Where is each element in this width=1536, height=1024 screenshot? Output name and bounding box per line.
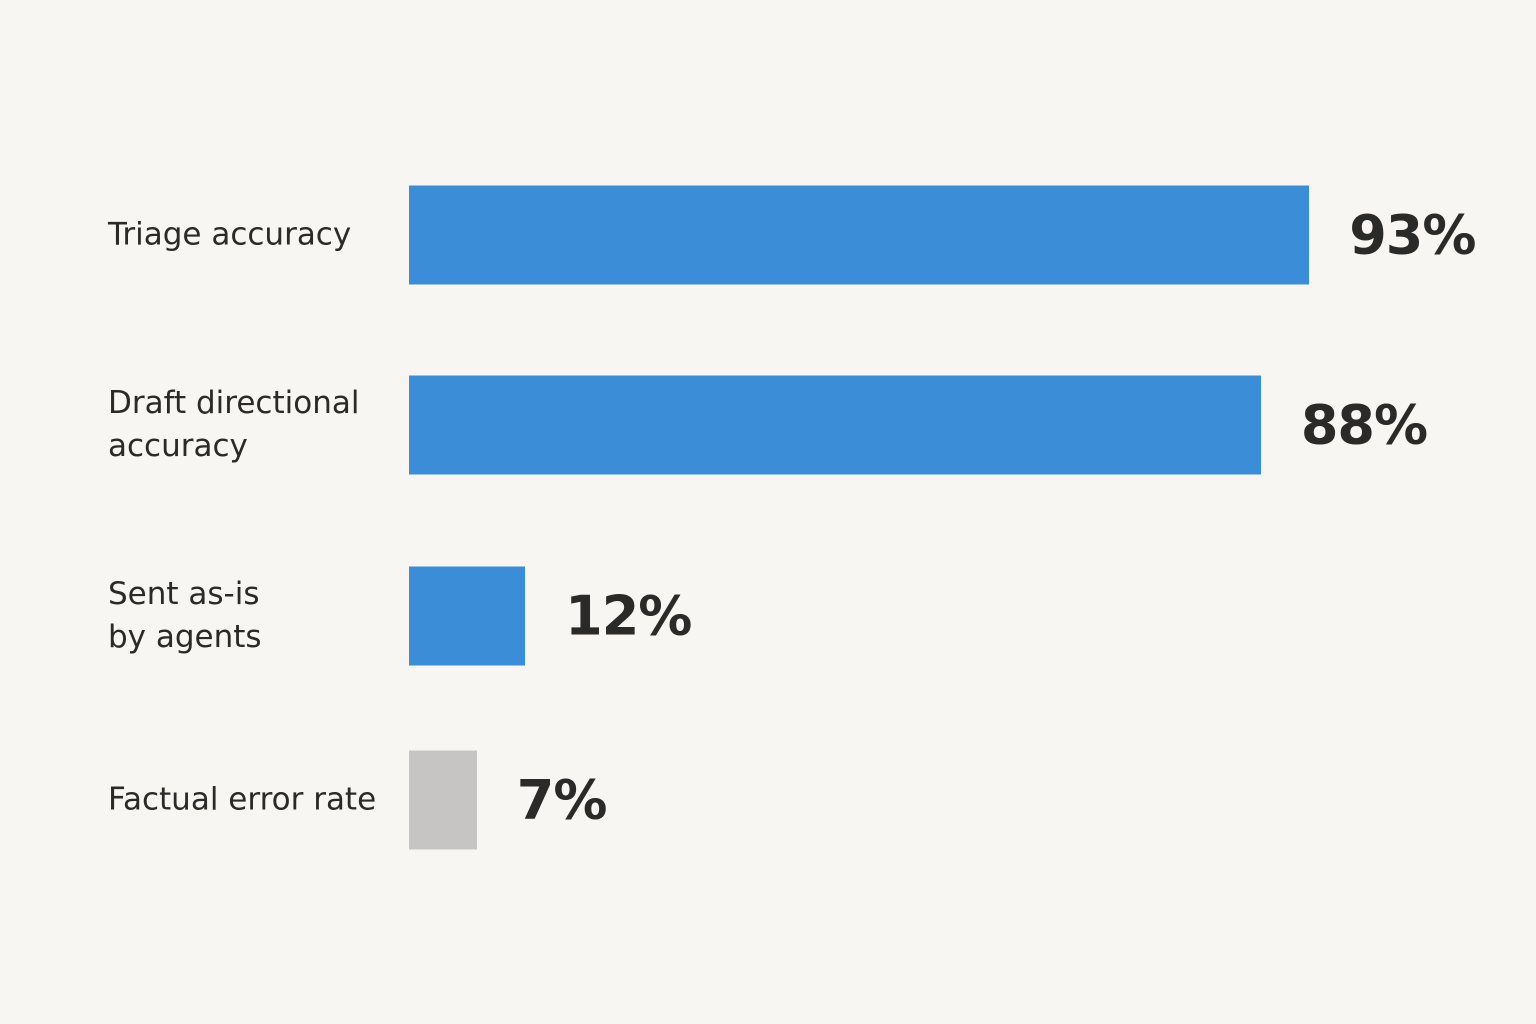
value-label: 88% <box>1300 393 1428 457</box>
value-label: 12% <box>565 584 692 648</box>
category-label: Sent as-is by agents <box>108 576 262 655</box>
bar <box>409 566 526 666</box>
category-label: Triage accuracy <box>108 216 352 253</box>
bar <box>409 750 477 850</box>
bar <box>409 375 1261 475</box>
value-label: 7% <box>516 768 608 832</box>
category-label: Factual error rate <box>108 781 377 818</box>
bar <box>409 185 1310 285</box>
value-label: 93% <box>1349 203 1476 267</box>
category-label: Draft directional accuracy <box>108 385 360 464</box>
